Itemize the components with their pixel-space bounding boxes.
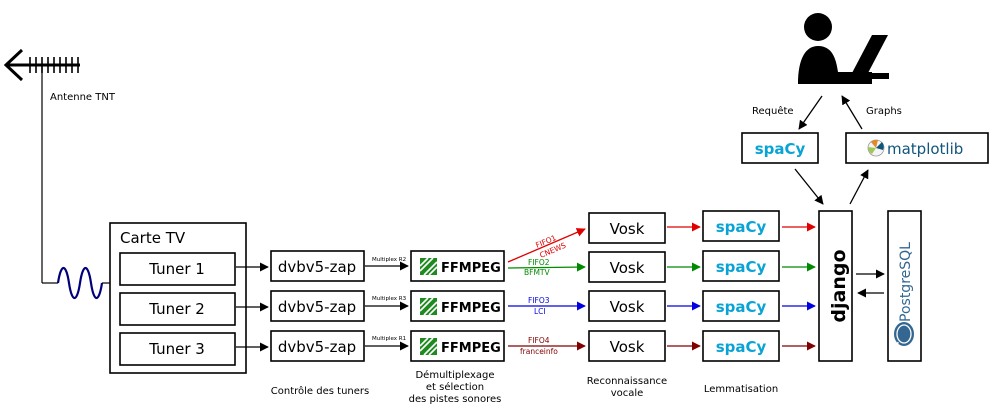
ffmpeg-logo-icon	[419, 257, 438, 276]
postgres-box: PostgreSQL	[887, 210, 922, 362]
user-at-laptop-icon	[798, 13, 889, 84]
fifo3-channel: LCI	[534, 307, 546, 316]
spacy-label-2: spaCy	[716, 258, 767, 276]
spacy-box-1: spaCy	[702, 210, 780, 242]
ffmpeg-label-1: FFMPEG	[441, 261, 501, 276]
ffmpeg-box-2: FFMPEG	[410, 290, 505, 322]
matplotlib-box: matplotlib	[845, 132, 989, 164]
ffmpeg-label-3: FFMPEG	[441, 341, 501, 356]
vosk-label-4: Vosk	[610, 338, 645, 356]
tuner-3-label: Tuner 3	[148, 340, 205, 358]
spacy-to-django-arrows	[782, 222, 816, 351]
spacy-label-3: spaCy	[716, 298, 767, 316]
fifo2-label: FIFO2	[528, 258, 550, 267]
query-flow-arrows	[794, 168, 869, 205]
antenna-icon	[3, 48, 80, 283]
query-spacy-label: spaCy	[755, 140, 806, 158]
postgres-label: PostgreSQL	[898, 242, 914, 322]
fifo4-label: FIFO4	[528, 336, 550, 345]
tuner-to-zap-arrows	[236, 262, 269, 352]
multiplex-label-3: Multiplex R1	[372, 336, 406, 342]
graphs-label: Graphs	[866, 106, 902, 117]
fifo3-label: FIFO3	[528, 296, 550, 305]
spacy-box-4: spaCy	[702, 330, 780, 362]
zap-label-2: dvbv5-zap	[278, 298, 356, 316]
tuner-2-label: Tuner 2	[148, 300, 205, 318]
query-spacy-box: spaCy	[741, 132, 819, 164]
django-postgres-arrows	[856, 269, 885, 298]
vosk-label-2: Vosk	[610, 259, 645, 277]
vosk-box-2: Vosk	[588, 251, 666, 283]
tuner-1-box: Tuner 1	[119, 252, 236, 286]
stage-label-lemma: Lemmatisation	[704, 384, 778, 395]
zap-box-1: dvbv5-zap	[270, 250, 365, 282]
spacy-label-4: spaCy	[716, 338, 767, 356]
spacy-box-2: spaCy	[702, 250, 780, 282]
zap-label-3: dvbv5-zap	[278, 338, 356, 356]
matplotlib-logo-icon	[867, 139, 885, 157]
stage-label-demux-1: Démultiplexage	[415, 369, 494, 381]
ffmpeg-box-3: FFMPEG	[410, 330, 505, 362]
vosk-box-3: Vosk	[588, 290, 666, 322]
multiplex-label-2: Multiplex R3	[372, 296, 407, 302]
ffmpeg-label-2: FFMPEG	[441, 301, 501, 316]
fifo4-channel: franceinfo	[520, 347, 558, 356]
stage-label-speech-2: vocale	[611, 388, 644, 399]
request-label: Requête	[752, 105, 794, 117]
zap-box-2: dvbv5-zap	[270, 290, 365, 322]
vosk-to-spacy-arrows	[667, 222, 701, 351]
spacy-label-1: spaCy	[716, 218, 767, 236]
django-box: django	[818, 210, 853, 362]
user-arrows	[798, 95, 863, 130]
zap-box-3: dvbv5-zap	[270, 330, 365, 362]
signal-wave-icon	[56, 266, 104, 300]
vosk-box-4: Vosk	[588, 330, 666, 362]
elephant-icon	[894, 322, 914, 352]
matplotlib-label: matplotlib	[887, 140, 963, 158]
fifo2-channel: BFMTV	[524, 268, 551, 277]
zap-to-ffmpeg-arrows	[365, 261, 409, 351]
ffmpeg-logo-icon	[419, 337, 438, 356]
stage-label-speech-1: Reconnaissance	[587, 376, 667, 387]
tuner-2-box: Tuner 2	[119, 292, 236, 326]
vosk-label-1: Vosk	[610, 220, 645, 238]
tv-card-title: Carte TV	[120, 229, 186, 247]
ffmpeg-logo-icon	[419, 297, 438, 316]
zap-label-1: dvbv5-zap	[278, 258, 356, 276]
stage-label-demux-3: des pistes sonores	[409, 394, 502, 405]
fifo-arrows	[507, 228, 586, 351]
spacy-box-3: spaCy	[702, 290, 780, 322]
django-label: django	[828, 249, 850, 322]
ffmpeg-box-1: FFMPEG	[410, 250, 505, 282]
antenna-label: Antenne TNT	[50, 92, 116, 103]
multiplex-label-1: Multiplex R2	[372, 257, 406, 263]
tuner-3-box: Tuner 3	[119, 332, 236, 366]
vosk-label-3: Vosk	[610, 298, 645, 316]
stage-label-tuners: Contrôle des tuners	[271, 385, 369, 397]
vosk-box-1: Vosk	[588, 212, 666, 244]
tuner-1-label: Tuner 1	[148, 260, 205, 278]
stage-label-demux-2: et sélection	[426, 381, 484, 393]
